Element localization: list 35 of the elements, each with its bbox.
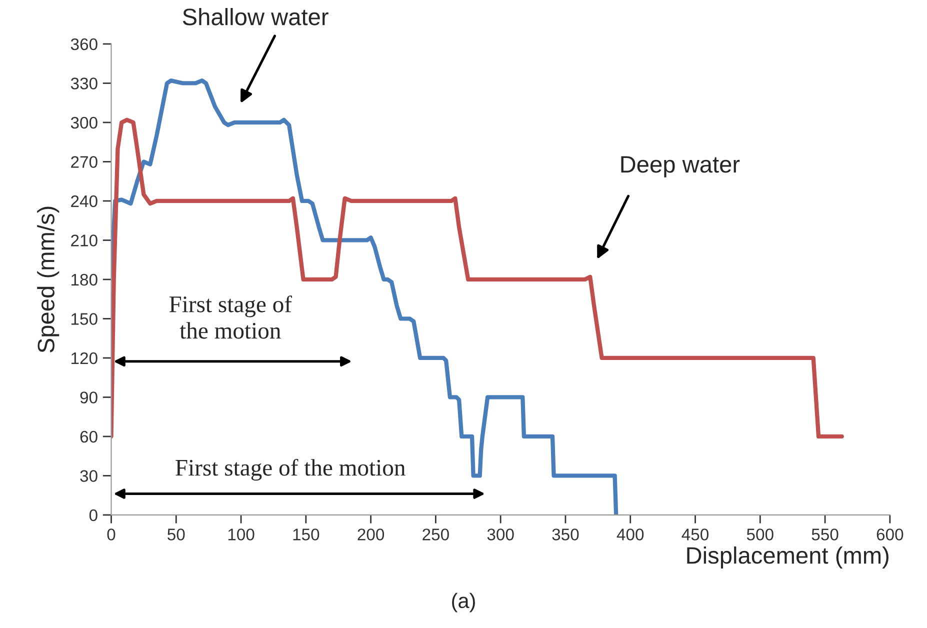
y-tick-label: 180 — [72, 274, 98, 286]
x-tick-label: 300 — [487, 528, 514, 540]
x-tick-label: 100 — [228, 528, 254, 540]
annotation: Deep water — [621, 156, 740, 178]
x-tick-label: 0 — [107, 528, 116, 540]
y-tick-label: 330 — [70, 78, 98, 90]
y-tick-label: 90 — [80, 392, 98, 404]
y-tick-label: 300 — [70, 116, 98, 129]
x-tick-label: 350 — [552, 528, 579, 540]
annotation: First stage of the motion — [169, 295, 292, 339]
x-tick-label: 600 — [876, 528, 904, 540]
line-series — [111, 118, 844, 439]
x-tick-label: 200 — [358, 528, 384, 540]
y-tick-label: 0 — [89, 509, 98, 522]
x-tick-label: 250 — [422, 528, 449, 540]
x-axis-title: Displacement (mm) — [687, 546, 888, 568]
y-tick-label: 30 — [80, 470, 98, 482]
line-series — [111, 78, 618, 515]
text: Shallow water — [182, 8, 328, 26]
x-tick-label: 400 — [616, 528, 644, 540]
y-tick-label: 60 — [80, 430, 98, 443]
x-tick-label: 50 — [168, 528, 185, 540]
y-tick-label: 270 — [71, 156, 98, 168]
y-tick-label: 120 — [72, 352, 98, 364]
y-axis-title: Speed (mm/s) — [37, 206, 60, 353]
x-tick-label: 500 — [746, 528, 774, 540]
x-tick-label: 150 — [293, 528, 320, 540]
x-tick-label: 450 — [682, 528, 709, 540]
y-tick-label: 360 — [70, 38, 98, 50]
text: (a) — [452, 592, 475, 612]
y-tick-label: 240 — [71, 195, 98, 208]
y-tick-label: 210 — [71, 234, 98, 246]
y-tick-label: 150 — [72, 313, 98, 325]
annotation: First stage of the motion — [176, 458, 406, 481]
x-tick-label: 550 — [812, 528, 838, 540]
